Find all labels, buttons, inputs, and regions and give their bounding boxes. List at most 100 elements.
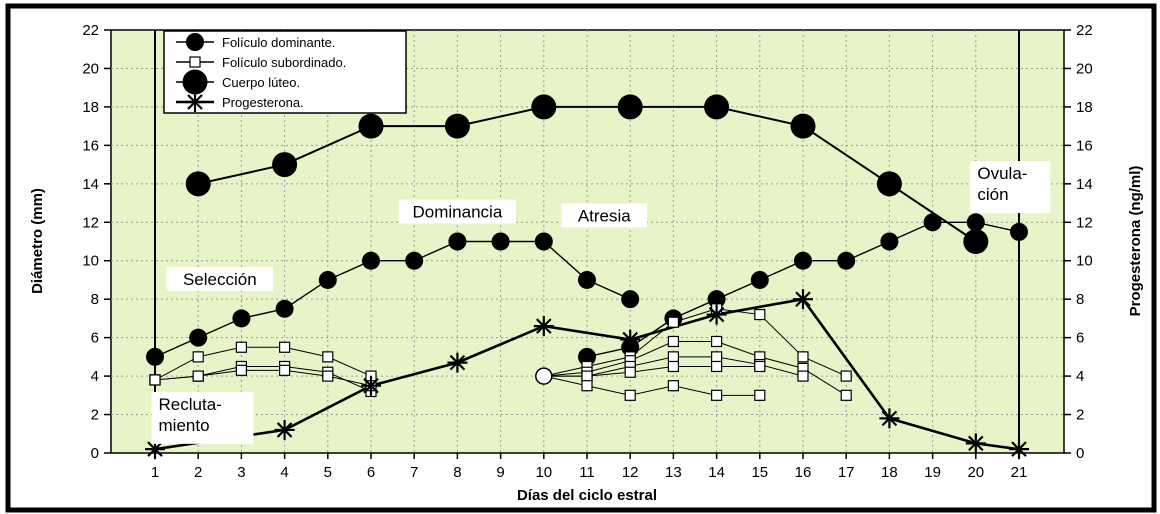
x-tick-label: 3	[237, 464, 245, 481]
asterisk-stroke	[881, 410, 898, 427]
y-tick-label: 2	[91, 407, 99, 424]
data-point	[272, 152, 298, 178]
asterisk-stroke	[449, 354, 466, 371]
data-point	[318, 270, 337, 289]
annotation-label: ción	[977, 185, 1008, 204]
asterisk-stroke	[708, 306, 725, 323]
asterisk-stroke	[622, 331, 638, 348]
x-axis-label: Días del ciclo estral	[517, 487, 657, 504]
data-point	[704, 94, 730, 120]
data-point	[794, 251, 812, 270]
legend-label: Progesterona.	[222, 95, 304, 110]
series-line	[154, 369, 372, 387]
data-point	[491, 232, 510, 251]
series-line	[543, 365, 760, 377]
data-point	[444, 113, 470, 139]
x-tick-label: 15	[751, 464, 768, 481]
data-point	[966, 213, 985, 232]
data-point	[617, 94, 643, 120]
x-tick-label: 21	[1011, 464, 1028, 481]
data-point	[754, 308, 766, 321]
data-point	[189, 328, 208, 347]
data-point	[620, 329, 641, 350]
data-point	[322, 370, 334, 382]
data-point	[754, 360, 766, 373]
x-tick-label: 11	[579, 464, 595, 481]
legend-label: Folículo subordinado.	[222, 55, 346, 70]
data-point	[581, 380, 593, 392]
y-tick-label: 6	[91, 330, 99, 347]
legend-box	[163, 30, 407, 114]
data-point	[578, 270, 596, 289]
data-point	[840, 389, 852, 401]
legend-label: Cuerpo lúteo.	[222, 75, 300, 90]
y2-tick-label: 8	[1076, 291, 1084, 308]
data-point	[965, 433, 986, 454]
data-point	[535, 367, 553, 385]
data-point	[235, 364, 247, 376]
annotation-label: miento	[159, 416, 210, 435]
asterisk-stroke	[363, 377, 379, 394]
data-point	[149, 374, 161, 386]
data-point	[361, 375, 381, 396]
y-tick-label: 4	[91, 368, 99, 385]
x-tick-label: 7	[410, 464, 418, 481]
series-line	[543, 308, 847, 377]
legend-label: Folículo dominante.	[222, 35, 335, 50]
x-tick-label: 12	[622, 464, 639, 481]
annotation-label: Recluta-	[159, 395, 222, 414]
data-point	[185, 92, 205, 112]
y-tick-label: 14	[82, 176, 99, 193]
data-point	[710, 360, 723, 373]
series-line	[543, 340, 847, 396]
data-point	[840, 370, 852, 382]
annotation-label: Ovula-	[977, 164, 1027, 183]
data-point	[793, 289, 813, 310]
x-tick-label: 10	[535, 464, 552, 481]
series-markers	[145, 94, 1029, 460]
legend: Folículo dominante. Folículo subordinado.…	[163, 30, 407, 114]
data-point	[667, 380, 680, 392]
data-point	[192, 370, 204, 382]
data-point	[405, 251, 424, 270]
data-point	[362, 251, 380, 270]
data-point	[710, 351, 723, 363]
data-point	[232, 309, 251, 328]
data-point	[322, 351, 334, 363]
x-tick-label: 4	[280, 464, 288, 481]
data-point	[189, 56, 201, 68]
asterisk-stroke	[1011, 441, 1027, 457]
x-tick-label: 2	[194, 464, 202, 481]
asterisk-stroke	[276, 422, 293, 438]
data-point	[706, 304, 727, 325]
asterisk-stroke	[187, 94, 203, 110]
data-point	[790, 113, 816, 139]
data-point	[621, 290, 640, 309]
y2-tick-label: 2	[1076, 407, 1084, 424]
y-tick-label: 12	[82, 214, 99, 231]
data-point	[837, 251, 856, 270]
y2-tick-label: 4	[1076, 368, 1084, 385]
y-tick-label: 0	[91, 445, 99, 462]
series-line	[197, 105, 977, 243]
annotation-background	[166, 266, 274, 291]
data-point	[274, 419, 295, 440]
x-tick-label: 19	[924, 464, 941, 481]
data-point	[667, 360, 680, 373]
x-tick-label: 8	[453, 464, 461, 481]
data-point	[876, 171, 902, 197]
annotation-background	[151, 391, 254, 444]
y2-tick-label: 22	[1076, 22, 1093, 39]
data-point	[186, 33, 204, 51]
data-point	[146, 347, 164, 366]
x-tick-label: 18	[881, 464, 898, 481]
data-point	[1010, 222, 1028, 241]
asterisk-stroke	[147, 441, 163, 457]
data-point	[797, 370, 809, 382]
annotation-label: Dominancia	[413, 203, 503, 222]
x-tick-label: 9	[496, 464, 504, 481]
data-point	[624, 366, 636, 378]
data-point	[963, 229, 989, 254]
y-tick-label: 22	[82, 22, 99, 39]
